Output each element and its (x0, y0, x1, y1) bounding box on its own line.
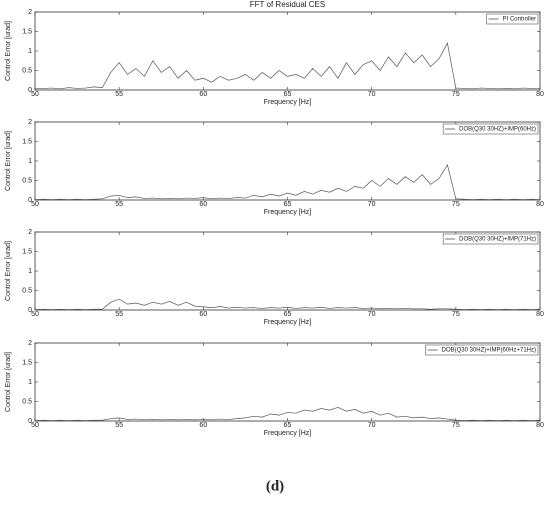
chart-title: FFT of Residual CES (250, 0, 325, 9)
x-tick-label: 75 (452, 422, 460, 429)
legend-box (486, 13, 539, 25)
y-tick-label: 1 (28, 48, 32, 55)
x-axis-label: Frequency [Hz] (264, 99, 312, 106)
y-tick-label: 2 (28, 340, 32, 347)
y-axis-label: Control Error [urad] (5, 131, 12, 191)
series-line (34, 164, 541, 200)
x-tick-label: 75 (452, 201, 460, 208)
y-tick-label: 1.5 (22, 248, 32, 255)
x-tick-label: 80 (536, 91, 544, 98)
x-tick-label: 75 (452, 91, 460, 98)
x-tick-label: 65 (284, 422, 292, 429)
series-line (34, 406, 541, 421)
x-tick-label: 60 (199, 311, 207, 318)
legend-label: PI Controller (503, 17, 536, 23)
y-tick-label: 2 (28, 229, 32, 236)
x-tick-label: 65 (284, 201, 292, 208)
y-tick-label: 0.5 (22, 67, 32, 74)
x-tick-label: 55 (115, 91, 123, 98)
y-tick-label: 0.5 (22, 287, 32, 294)
x-tick-label: 80 (536, 201, 544, 208)
y-tick-label: 0 (28, 197, 32, 204)
plot-area (34, 121, 541, 201)
x-tick-label: 50 (31, 201, 39, 208)
x-tick-label: 60 (199, 422, 207, 429)
plot-area (34, 11, 541, 91)
legend-box (442, 123, 539, 135)
y-tick-label: 0 (28, 418, 32, 425)
y-axis-label: Control Error [urad] (5, 352, 12, 412)
x-tick-label: 80 (536, 422, 544, 429)
y-tick-label: 0 (28, 87, 32, 94)
caption: (d) (266, 478, 284, 494)
x-tick-label: 50 (31, 311, 39, 318)
x-tick-label: 55 (115, 311, 123, 318)
legend-box (442, 233, 539, 245)
x-tick-label: 55 (115, 201, 123, 208)
y-tick-label: 1.5 (22, 138, 32, 145)
legend: PI Controller (486, 13, 539, 25)
y-tick-label: 0 (28, 307, 32, 314)
plot-area (34, 231, 541, 311)
y-tick-label: 1.5 (22, 359, 32, 366)
x-axis-label: Frequency [Hz] (264, 430, 312, 437)
x-tick-label: 70 (368, 201, 376, 208)
legend-box (425, 344, 539, 356)
x-tick-label: 65 (284, 91, 292, 98)
x-tick-label: 70 (368, 311, 376, 318)
legend-label: DOB(Q30 30HZ)+IMP(60Hz) (459, 127, 536, 133)
x-tick-label: 60 (199, 201, 207, 208)
x-axis-label: Frequency [Hz] (264, 319, 312, 326)
x-tick-label: 80 (536, 311, 544, 318)
y-tick-label: 2 (28, 9, 32, 16)
y-tick-label: 1 (28, 158, 32, 165)
x-axis-label: Frequency [Hz] (264, 209, 312, 216)
y-tick-label: 0.5 (22, 398, 32, 405)
x-tick-label: 75 (452, 311, 460, 318)
x-tick-label: 50 (31, 422, 39, 429)
x-tick-label: 55 (115, 422, 123, 429)
legend-label: DOB(Q30 30HZ)+IMP(60Hz+71Hz) (442, 348, 536, 354)
y-axis-label: Control Error [urad] (5, 241, 12, 301)
y-tick-label: 1 (28, 268, 32, 275)
y-tick-label: 0.5 (22, 177, 32, 184)
x-tick-label: 65 (284, 311, 292, 318)
x-tick-label: 60 (199, 91, 207, 98)
y-tick-label: 1 (28, 379, 32, 386)
series-line (34, 42, 541, 90)
y-tick-label: 1.5 (22, 28, 32, 35)
x-tick-label: 70 (368, 91, 376, 98)
legend: DOB(Q30 30HZ)+IMP(71Hz) (442, 233, 539, 245)
legend-label: DOB(Q30 30HZ)+IMP(71Hz) (459, 237, 536, 243)
legend: DOB(Q30 30HZ)+IMP(60Hz) (442, 123, 539, 135)
legend: DOB(Q30 30HZ)+IMP(60Hz+71Hz) (425, 344, 539, 356)
series-line (34, 298, 541, 310)
x-tick-label: 50 (31, 91, 39, 98)
x-tick-label: 70 (368, 422, 376, 429)
y-tick-label: 2 (28, 119, 32, 126)
y-axis-label: Control Error [urad] (5, 21, 12, 81)
